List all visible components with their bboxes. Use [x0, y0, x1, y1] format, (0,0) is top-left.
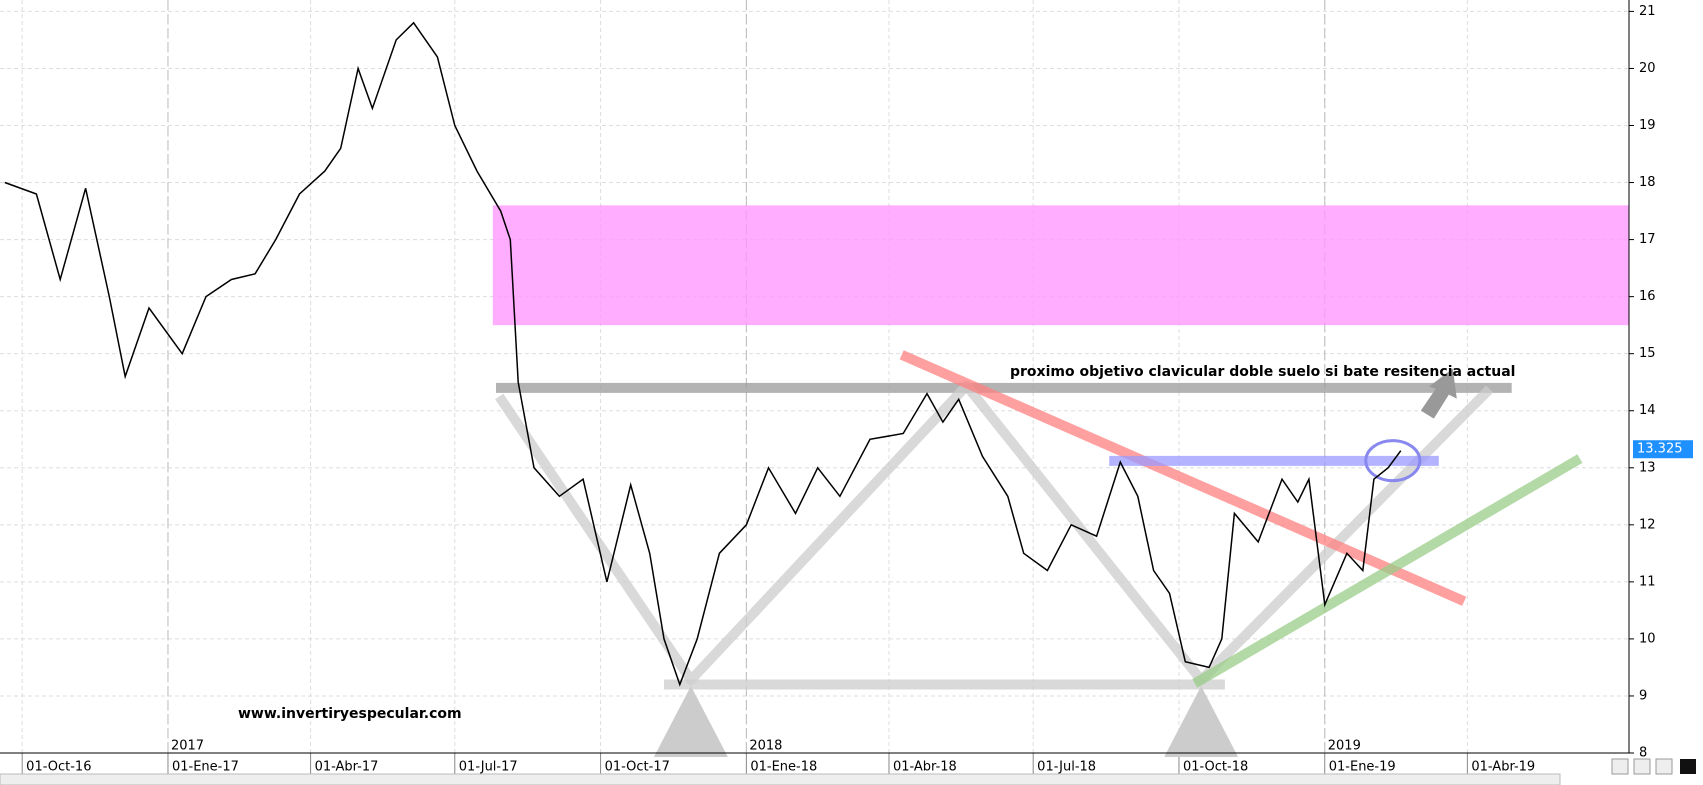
year-label: 2017 [171, 739, 204, 754]
toolbar-button[interactable] [1655, 758, 1673, 775]
y-tick-label: 12 [1639, 517, 1656, 532]
x-tick-label: 01-Oct-16 [26, 760, 91, 775]
y-tick-label: 10 [1639, 631, 1656, 646]
y-tick-label: 21 [1639, 4, 1656, 19]
target-arrow [1420, 368, 1457, 419]
y-tick-label: 20 [1639, 61, 1656, 76]
x-tick-label: 01-Oct-18 [1183, 760, 1248, 775]
y-tick-label: 19 [1639, 118, 1656, 133]
x-tick-label: 01-Jul-18 [1037, 760, 1096, 775]
last-price-tag [1633, 440, 1693, 459]
resistance-zone [492, 205, 1629, 326]
annotation: proximo objetivo clavicular doble suelo … [1010, 364, 1515, 380]
x-tick-label: 01-Oct-17 [605, 760, 670, 775]
year-label: 2019 [1328, 739, 1361, 754]
x-tick-label: 01-Abr-18 [893, 760, 957, 775]
y-tick-label: 9 [1639, 688, 1647, 703]
y-tick-label: 13 [1639, 460, 1656, 475]
y-tick-label: 15 [1639, 346, 1656, 361]
bottom-marker [1164, 686, 1239, 757]
y-tick-label: 14 [1639, 403, 1656, 418]
last-price-label: 13.325 [1637, 442, 1683, 457]
toolbar-button[interactable] [1633, 758, 1651, 775]
toolbar-button[interactable] [1680, 759, 1696, 774]
toolbar-button[interactable] [1611, 758, 1629, 775]
x-tick-label: 01-Ene-17 [172, 760, 239, 775]
x-tick-label: 01-Ene-19 [1329, 760, 1396, 775]
y-tick-label: 18 [1639, 175, 1656, 190]
scrollbar[interactable] [0, 773, 1561, 785]
y-tick-label: 11 [1639, 574, 1656, 589]
price-line [4, 21, 1402, 687]
watermark: www.invertiryespecular.com [238, 706, 462, 722]
x-tick-label: 01-Jul-17 [459, 760, 518, 775]
y-tick-label: 8 [1639, 746, 1647, 761]
breakout-circle [1364, 439, 1422, 483]
x-tick-label: 01-Abr-17 [315, 760, 379, 775]
x-tick-label: 01-Ene-18 [750, 760, 817, 775]
y-tick-label: 16 [1639, 289, 1656, 304]
bottom-marker [653, 686, 728, 757]
y-tick-label: 17 [1639, 232, 1656, 247]
trend-line [1192, 454, 1583, 688]
year-label: 2018 [749, 739, 782, 754]
x-tick-label: 01-Abr-19 [1471, 760, 1535, 775]
trend-line [899, 350, 1467, 606]
